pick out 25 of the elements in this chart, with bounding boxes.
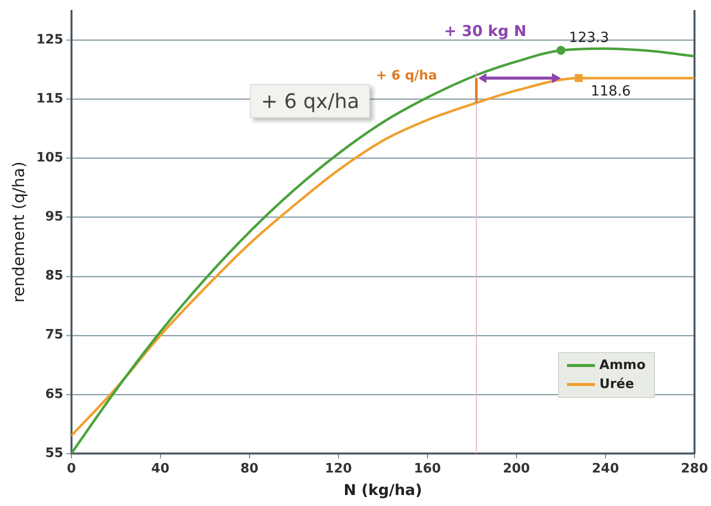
x-tick-label: 280 xyxy=(680,462,708,477)
annotation: + 30 kg N xyxy=(444,22,526,40)
x-tick-label: 240 xyxy=(592,462,619,477)
annotation: 118.6 xyxy=(590,84,631,100)
y-tick-label: 85 xyxy=(45,268,64,284)
y-axis-title: rendement (q/ha) xyxy=(8,162,28,303)
x-axis-title: N (kg/ha) xyxy=(344,480,422,499)
y-tick-label: 125 xyxy=(36,32,64,48)
y-tick-label: 95 xyxy=(45,210,64,225)
x-tick-label: 160 xyxy=(414,462,441,477)
annotation: + 6 q/ha xyxy=(376,68,438,84)
x-tick-label: 0 xyxy=(66,462,76,477)
y-tick-label: 75 xyxy=(45,328,64,343)
x-tick-label: 80 xyxy=(240,462,258,477)
x-tick-label: 120 xyxy=(324,462,352,477)
y-tick-label: 115 xyxy=(36,92,64,107)
y-tick-label: 105 xyxy=(36,150,64,166)
annotation: 123.3 xyxy=(568,30,610,46)
y-tick-label: 65 xyxy=(45,386,64,402)
y-tick-label: 55 xyxy=(45,446,64,461)
legend-label: Urée xyxy=(599,377,634,392)
x-tick-label: 200 xyxy=(502,462,530,477)
annotation: + 6 qx/ha xyxy=(250,84,370,118)
legend-label: Ammo xyxy=(599,358,646,374)
x-tick-label: 40 xyxy=(151,462,170,477)
